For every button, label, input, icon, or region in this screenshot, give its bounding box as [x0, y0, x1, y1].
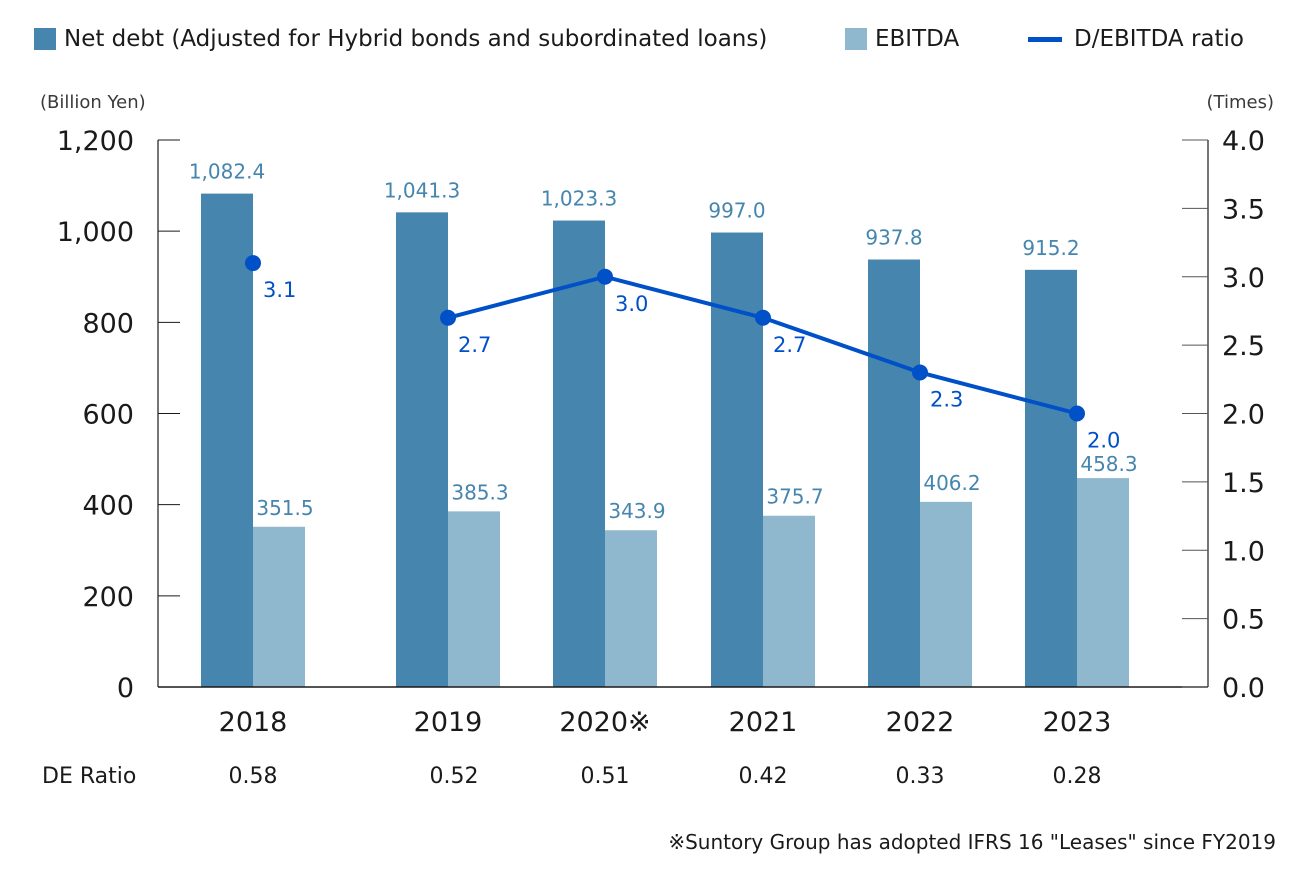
ratio-point: [597, 268, 613, 285]
ratio-value-label: 3.0: [615, 292, 648, 316]
net-debt-value-label: 1,082.4: [189, 160, 265, 184]
de-ratio-label: DE Ratio: [42, 764, 137, 789]
net-debt-bar: [868, 259, 920, 687]
legend-item-net-debt: Net debt (Adjusted for Hybrid bonds and …: [34, 26, 767, 52]
ratio-point: [912, 364, 928, 381]
legend-label-net-debt: Net debt (Adjusted for Hybrid bonds and …: [64, 26, 768, 52]
de-ratio-value: 0.58: [228, 764, 278, 789]
ratio-value-label: 2.0: [1087, 429, 1120, 453]
ebitda-value-label: 458.3: [1080, 452, 1137, 476]
right-axis-tick-label: 2.0: [1222, 400, 1265, 431]
ebitda-value-label: 343.9: [608, 499, 665, 523]
net-debt-value-label: 915.2: [1022, 236, 1079, 260]
legend-item-ebitda: EBITDA: [845, 26, 959, 52]
x-tick-label: 2020※: [559, 707, 650, 738]
right-axis-unit: (Times): [1206, 92, 1274, 113]
ebitda-value-label: 385.3: [451, 480, 508, 504]
left-axis-tick-label: 1,000: [57, 217, 134, 248]
bars-layer: [201, 193, 1129, 687]
x-tick-label: 2022: [886, 707, 955, 738]
left-axis-tick-label: 400: [82, 491, 134, 522]
right-axis-tick-label: 3.5: [1222, 194, 1265, 225]
legend-label-ebitda: EBITDA: [875, 26, 960, 52]
ebitda-bar: [253, 526, 305, 687]
x-tick-label: 2021: [729, 707, 798, 738]
left-axis-tick-label: 0: [117, 673, 134, 704]
left-axis-tick-label: 600: [82, 400, 134, 431]
x-tick-label: 2018: [219, 707, 288, 738]
legend-item-ratio: D/EBITDA ratio: [1028, 26, 1244, 52]
ratio-value-label: 3.1: [263, 278, 296, 302]
ratio-line-layer: [245, 255, 1085, 422]
ebitda-bar: [1077, 478, 1129, 687]
ratio-point: [1069, 405, 1085, 422]
legend-label-ratio: D/EBITDA ratio: [1074, 26, 1244, 52]
net-debt-bar: [711, 232, 763, 687]
de-ratio-value: 0.42: [738, 764, 788, 789]
net-debt-value-label: 1,023.3: [541, 187, 617, 211]
right-axis-tick-label: 3.0: [1222, 263, 1265, 294]
right-axis-tick-label: 2.5: [1222, 331, 1265, 362]
net-debt-bar: [553, 220, 605, 687]
right-axis-tick-label: 1.0: [1222, 536, 1265, 567]
chart-legend: Net debt (Adjusted for Hybrid bonds and …: [0, 26, 1300, 60]
net-debt-bar: [201, 193, 253, 687]
ratio-line-swatch-icon: [1028, 36, 1062, 42]
ratio-value-label: 2.7: [773, 333, 806, 357]
left-axis-unit: (Billion Yen): [40, 92, 146, 113]
ratio-value-label: 2.3: [930, 387, 963, 411]
ebitda-swatch-icon: [845, 28, 867, 50]
x-tick-label: 2019: [414, 707, 483, 738]
de-ratio-value: 0.33: [895, 764, 945, 789]
ebitda-bar: [763, 515, 815, 687]
right-axis-tick-label: 0.5: [1222, 605, 1265, 636]
net-debt-value-label: 1,041.3: [384, 178, 460, 202]
ebitda-bar: [448, 511, 500, 687]
net-debt-bar: [1025, 269, 1077, 687]
net-debt-value-label: 997.0: [708, 199, 765, 223]
right-axis-tick-label: 4.0: [1222, 126, 1265, 157]
net-debt-value-label: 937.8: [865, 226, 922, 250]
ebitda-bar: [605, 530, 657, 687]
footnote: ※Suntory Group has adopted IFRS 16 "Leas…: [668, 830, 1276, 854]
left-axis-tick-label: 800: [82, 308, 134, 339]
de-ratio-value: 0.28: [1052, 764, 1102, 789]
ratio-value-label: 2.7: [458, 333, 491, 357]
right-axis-tick-label: 1.5: [1222, 468, 1265, 499]
net-debt-bar: [396, 212, 448, 687]
ratio-point: [440, 309, 456, 326]
net-debt-swatch-icon: [34, 28, 56, 50]
ratio-point: [245, 255, 261, 272]
de-ratio-value: 0.52: [429, 764, 479, 789]
ebitda-value-label: 406.2: [923, 471, 980, 495]
data-labels-layer: 1,082.4 351.5 1,041.3 385.3 1,023.3 343.9 997.…: [189, 160, 1138, 524]
x-tick-label: 2023: [1043, 707, 1112, 738]
ebitda-value-label: 351.5: [256, 496, 313, 520]
axes-layer: 2018 2019 2020※ 2021 2022 2023 0 200 400 600 800 1,…: [57, 126, 1265, 738]
left-axis-tick-label: 1,200: [57, 126, 134, 157]
de-ratio-value: 0.51: [580, 764, 630, 789]
ebitda-value-label: 375.7: [766, 485, 823, 509]
ebitda-bar: [920, 501, 972, 687]
right-axis-tick-label: 0.0: [1222, 673, 1265, 704]
left-axis-tick-label: 200: [82, 582, 134, 613]
ratio-point: [755, 309, 771, 326]
